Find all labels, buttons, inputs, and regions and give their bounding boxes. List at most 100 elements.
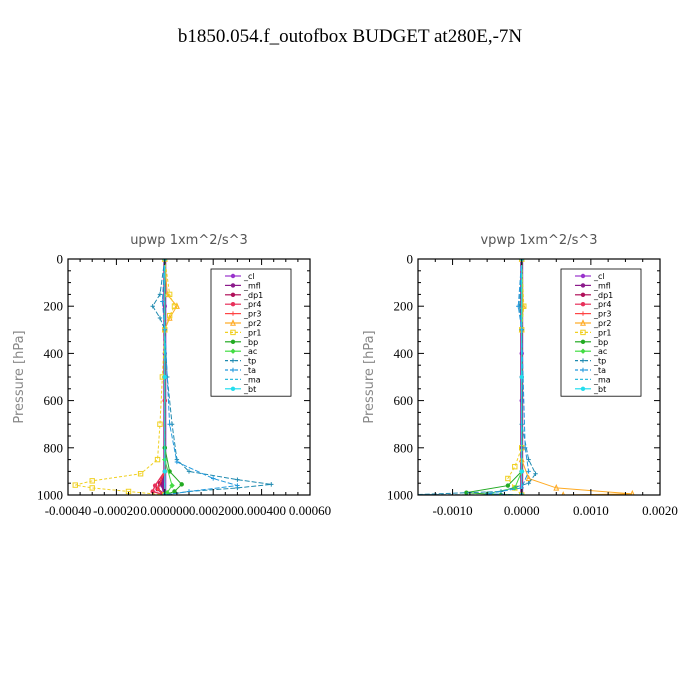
- data-point-tp: [150, 304, 155, 309]
- series-line-pr1: [507, 259, 525, 495]
- series-line-ta: [487, 259, 530, 495]
- legend-label: _bp: [243, 338, 258, 347]
- legend: _cl_mfl_dp1_pr4_pr3_pr2_pr1_bp_ac_tp_ta_…: [210, 268, 292, 397]
- legend-marker: [580, 348, 586, 354]
- data-point-tp: [157, 292, 163, 297]
- legend-label: _bt: [593, 385, 606, 394]
- y-tick-label: 0: [407, 252, 414, 267]
- data-point-tp: [526, 457, 531, 462]
- legend-marker: [580, 273, 586, 279]
- legend-label: _ta: [593, 366, 606, 375]
- x-tick-label: 0.0010: [573, 503, 609, 518]
- series-line-bp: [466, 259, 523, 495]
- x-tick-label: -0.00020: [93, 503, 140, 518]
- data-point-bt: [519, 374, 524, 380]
- data-point-ta: [516, 304, 521, 309]
- legend-marker: [230, 339, 236, 344]
- panel-title: vpwp 1xm^2/s^3: [480, 233, 597, 248]
- y-tick-label: 1000: [387, 488, 413, 503]
- series-line-pr1: [75, 259, 176, 495]
- data-point-ac: [169, 482, 175, 489]
- legend-marker: [580, 292, 586, 297]
- data-point-ta: [526, 469, 531, 474]
- y-tick-label: 800: [44, 440, 64, 455]
- legend-label: _dp1: [593, 291, 613, 300]
- data-point-pr1: [512, 463, 518, 470]
- data-point-pr1: [157, 421, 163, 427]
- legend-marker: [230, 358, 236, 363]
- data-point-bt: [162, 469, 167, 474]
- data-point-ta: [174, 459, 180, 465]
- legend-label: _pr1: [593, 328, 611, 337]
- data-point-pr1: [154, 456, 161, 463]
- data-point-bp: [179, 482, 184, 487]
- legend-marker: [230, 283, 236, 288]
- data-point-tp: [235, 477, 240, 482]
- data-point-ta: [160, 299, 165, 304]
- legend-marker: [230, 273, 236, 279]
- data-point-pr4: [150, 489, 155, 494]
- legend-box: [560, 268, 642, 397]
- legend-marker: [580, 339, 586, 344]
- data-point-ac: [512, 485, 518, 491]
- y-tick-label: 400: [394, 346, 414, 361]
- legend-label: _cl: [243, 272, 255, 281]
- data-point-pr2: [525, 474, 532, 482]
- legend-label: _pr2: [243, 319, 261, 328]
- x-tick-label: 0.000200: [189, 503, 238, 518]
- series-line-ac: [487, 259, 523, 495]
- legend-marker: [230, 367, 236, 373]
- data-point-bp: [464, 490, 469, 495]
- y-tick-label: 200: [394, 299, 414, 314]
- legend-label: _pr4: [593, 300, 611, 309]
- legend-label: _pr4: [243, 300, 261, 309]
- y-tick-label: 1000: [37, 488, 63, 503]
- data-point-ta: [211, 476, 216, 481]
- legend-marker: [580, 283, 586, 288]
- legend-label: _tp: [593, 357, 606, 366]
- legend-label: _bt: [243, 385, 256, 394]
- legend-marker: [580, 329, 586, 336]
- legend-label: _pr1: [243, 328, 261, 337]
- chart-panel-1: upwp 1xm^2/s^3 Pressure [hPa] 0 200 400 600 80…: [12, 233, 331, 518]
- legend-label: _mfl: [243, 281, 261, 290]
- data-point-pr1: [72, 482, 78, 488]
- x-tick-label: -0.00040: [45, 503, 92, 518]
- legend-marker: [580, 302, 586, 307]
- legend-marker: [230, 292, 236, 297]
- data-point-tp: [533, 471, 538, 476]
- data-point-bt: [162, 374, 167, 380]
- y-tick-label: 400: [44, 346, 64, 361]
- data-point-ta: [522, 445, 528, 450]
- data-point-tp: [526, 481, 531, 486]
- panel-title: upwp 1xm^2/s^3: [130, 233, 248, 248]
- legend-label: _pr3: [243, 310, 261, 319]
- legend-label: _bp: [593, 338, 608, 347]
- series-line-pr2: [521, 259, 633, 495]
- legend-box: [210, 268, 292, 397]
- series-line-tp: [418, 259, 537, 495]
- data-point-pr1: [166, 291, 173, 298]
- legend-label: _ac: [593, 347, 607, 356]
- x-tick-label: 0.0020: [642, 503, 678, 518]
- data-point-pr1: [137, 471, 144, 477]
- y-tick-label: 200: [44, 299, 64, 314]
- y-axis-label: Pressure [hPa]: [12, 330, 27, 423]
- legend-marker: [580, 358, 586, 363]
- data-point-pr1: [505, 475, 511, 482]
- x-tick-label: -0.0010: [433, 503, 473, 518]
- series-group: [418, 259, 635, 495]
- legend-label: _mfl: [593, 281, 611, 290]
- y-tick-label: 0: [57, 252, 64, 267]
- data-point-pr1: [166, 312, 173, 319]
- x-tick-label: 0.00060: [289, 503, 331, 518]
- data-point-ta: [235, 483, 240, 488]
- data-point-pr4: [152, 483, 158, 488]
- y-tick-label: 800: [394, 440, 414, 455]
- figure-title: b1850.054.f_outofbox BUDGET at280E,-7N: [178, 26, 523, 47]
- data-point-bp: [505, 483, 511, 488]
- legend-label: _ma: [593, 375, 611, 384]
- data-point-pr1: [89, 485, 95, 491]
- legend-label: _ta: [243, 366, 256, 375]
